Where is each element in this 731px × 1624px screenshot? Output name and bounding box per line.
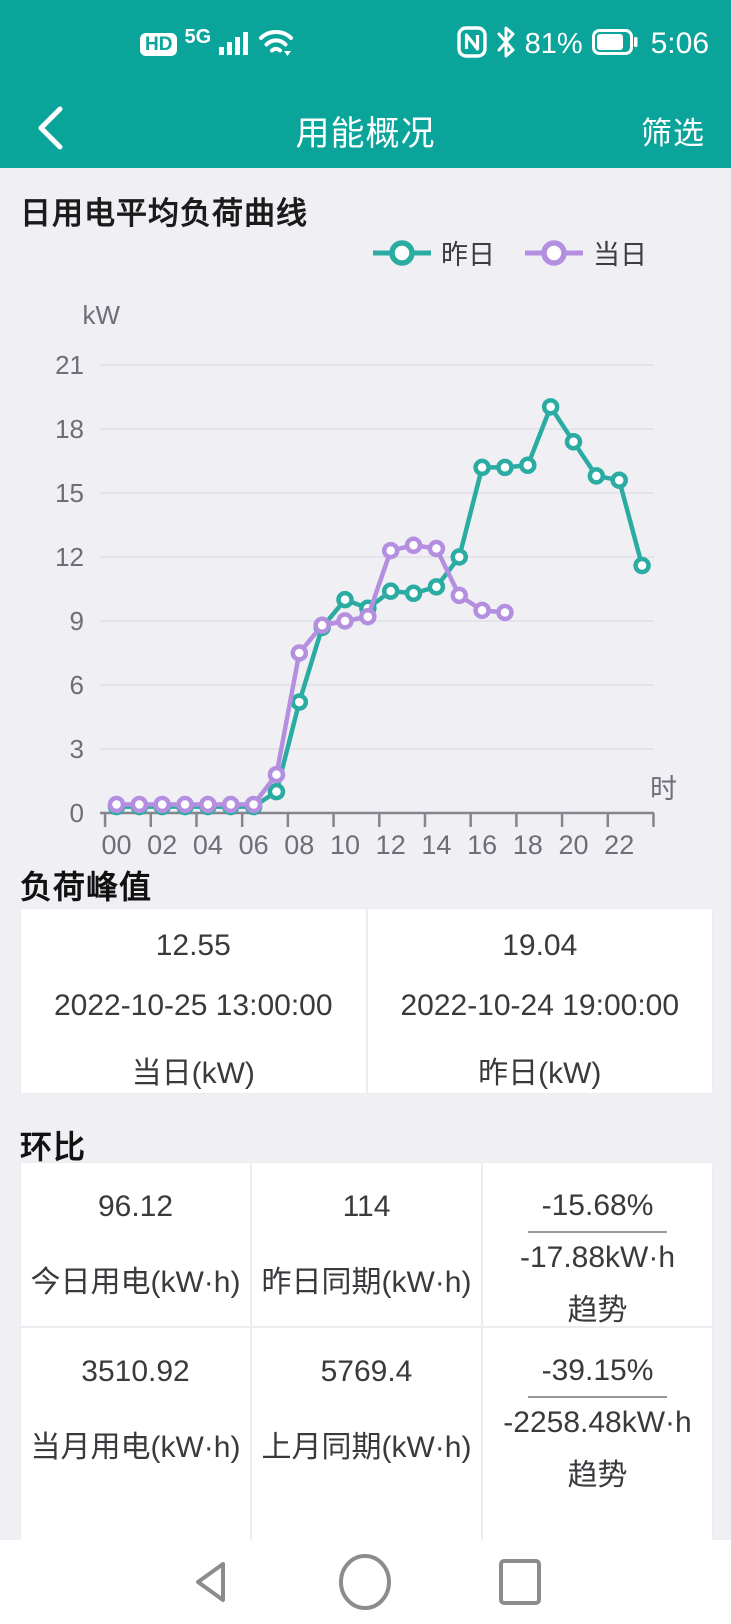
table-row: 96.12 今日用电(kW·h) 114 昨日同期(kW·h) -15.68% … bbox=[21, 1163, 712, 1327]
peak-datetime: 2022-10-25 13:00:00 bbox=[53, 989, 333, 1022]
ratio-cell-day-trend: -15.68% -17.88kW·h 趋势 bbox=[481, 1163, 712, 1327]
status-right-cluster: 81% 5:06 bbox=[456, 0, 709, 88]
page-title: 用能概况 bbox=[295, 115, 436, 153]
svg-text:12: 12 bbox=[55, 542, 84, 572]
chart-legend: 昨日 当日 bbox=[373, 233, 647, 272]
hd-badge: HD bbox=[140, 32, 178, 56]
battery-percent: 81% bbox=[524, 27, 583, 60]
cell-value: 114 bbox=[342, 1190, 391, 1223]
svg-text:18: 18 bbox=[513, 830, 543, 860]
peak-cell-today: 12.55 2022-10-25 13:00:00 当日(kW) bbox=[21, 909, 366, 1093]
legend-item-yesterday[interactable]: 昨日 bbox=[373, 233, 495, 272]
svg-text:kW: kW bbox=[82, 300, 120, 330]
today-marker-icon bbox=[525, 239, 583, 266]
peak-label: 昨日(kW) bbox=[478, 1057, 602, 1090]
battery-icon bbox=[591, 28, 638, 60]
ratio-cell-last-month-same-period: 5769.4 上月同期(kW·h) bbox=[250, 1328, 481, 1541]
svg-text:6: 6 bbox=[70, 670, 84, 700]
svg-text:16: 16 bbox=[467, 830, 497, 860]
status-bar: HD 5G bbox=[0, 0, 731, 88]
svg-text:06: 06 bbox=[239, 830, 269, 860]
ratio-cell-month-usage: 3510.92 当月用电(kW·h) bbox=[21, 1328, 250, 1541]
peak-value: 19.04 bbox=[502, 929, 578, 962]
back-triangle-icon bbox=[196, 1562, 225, 1602]
svg-text:08: 08 bbox=[284, 830, 314, 860]
cell-label: 趋势 bbox=[567, 1459, 628, 1492]
nav-recents-button[interactable] bbox=[475, 1540, 565, 1624]
legend-label-yesterday: 昨日 bbox=[441, 240, 495, 270]
svg-text:02: 02 bbox=[147, 830, 177, 860]
trend-delta: -17.88kW·h bbox=[519, 1241, 676, 1274]
yesterday-marker-icon bbox=[373, 239, 431, 266]
status-left-cluster: HD 5G bbox=[140, 0, 295, 88]
wifi-icon bbox=[257, 26, 295, 63]
svg-text:时: 时 bbox=[650, 774, 677, 804]
clock-time: 5:06 bbox=[650, 27, 709, 60]
ratio-cell-today-usage: 96.12 今日用电(kW·h) bbox=[21, 1163, 250, 1326]
svg-text:18: 18 bbox=[55, 414, 84, 444]
cell-value: 3510.92 bbox=[81, 1355, 190, 1388]
legend-label-today: 当日 bbox=[593, 240, 647, 270]
recents-square-icon bbox=[499, 1559, 541, 1605]
load-curve-chart[interactable]: 0 3 6 9 12 15 18 21 kW 00 02 04 06 08 10 12 14 16 18 20 22 时 bbox=[0, 280, 731, 860]
legend-item-today[interactable]: 当日 bbox=[525, 233, 647, 272]
svg-text:12: 12 bbox=[376, 830, 406, 860]
app-nav-bar: 用能概况 筛选 bbox=[0, 88, 731, 168]
chevron-left-icon bbox=[38, 106, 63, 150]
svg-text:21: 21 bbox=[55, 350, 84, 380]
trend-percent: -15.68% bbox=[527, 1185, 668, 1233]
ratio-cell-month-trend: -39.15% -2258.48kW·h 趋势 bbox=[481, 1328, 712, 1541]
bluetooth-icon bbox=[496, 25, 516, 64]
filter-button[interactable]: 筛选 bbox=[641, 116, 705, 151]
svg-text:20: 20 bbox=[558, 830, 588, 860]
app-header: HD 5G bbox=[0, 0, 731, 168]
chart-title: 日用电平均负荷曲线 bbox=[20, 196, 308, 231]
nav-home-button[interactable] bbox=[320, 1540, 410, 1624]
cell-label: 上月同期(kW·h) bbox=[261, 1431, 472, 1464]
svg-text:04: 04 bbox=[193, 830, 223, 860]
svg-text:00: 00 bbox=[101, 830, 131, 860]
svg-text:9: 9 bbox=[70, 606, 84, 636]
cell-label: 当月用电(kW·h) bbox=[30, 1431, 241, 1464]
peak-label: 当日(kW) bbox=[131, 1057, 255, 1090]
cell-label: 趋势 bbox=[567, 1294, 628, 1327]
svg-text:22: 22 bbox=[604, 830, 634, 860]
nfc-icon bbox=[456, 25, 487, 63]
trend-delta: -2258.48kW·h bbox=[503, 1406, 692, 1439]
ratio-section-title: 环比 bbox=[20, 1129, 87, 1165]
trend-percent: -39.15% bbox=[527, 1350, 668, 1398]
back-button[interactable] bbox=[26, 102, 74, 154]
android-navbar bbox=[0, 1540, 731, 1624]
peak-value: 12.55 bbox=[155, 929, 231, 962]
peak-cell-yesterday: 19.04 2022-10-24 19:00:00 昨日(kW) bbox=[365, 909, 713, 1093]
home-circle-icon bbox=[339, 1554, 391, 1610]
svg-text:10: 10 bbox=[330, 830, 360, 860]
cell-label: 今日用电(kW·h) bbox=[30, 1266, 241, 1299]
peak-datetime: 2022-10-24 19:00:00 bbox=[400, 989, 680, 1022]
cell-label: 昨日同期(kW·h) bbox=[261, 1266, 472, 1299]
cell-value: 5769.4 bbox=[320, 1355, 413, 1388]
svg-text:14: 14 bbox=[421, 830, 451, 860]
network-type-label: 5G bbox=[184, 26, 212, 48]
table-row: 3510.92 当月用电(kW·h) 5769.4 上月同期(kW·h) -39… bbox=[21, 1326, 712, 1541]
svg-text:0: 0 bbox=[70, 798, 84, 828]
nav-back-button[interactable] bbox=[166, 1540, 256, 1624]
ratio-cell-yesterday-same-period: 114 昨日同期(kW·h) bbox=[250, 1163, 481, 1326]
svg-text:3: 3 bbox=[70, 734, 84, 764]
svg-text:15: 15 bbox=[55, 478, 84, 508]
ratio-table: 96.12 今日用电(kW·h) 114 昨日同期(kW·h) -15.68% … bbox=[20, 1162, 713, 1542]
signal-bars-icon bbox=[218, 27, 250, 62]
peak-section-title: 负荷峰值 bbox=[20, 869, 153, 905]
peak-table: 12.55 2022-10-25 13:00:00 当日(kW) 19.04 2… bbox=[20, 908, 713, 1094]
cell-value: 96.12 bbox=[97, 1190, 174, 1223]
